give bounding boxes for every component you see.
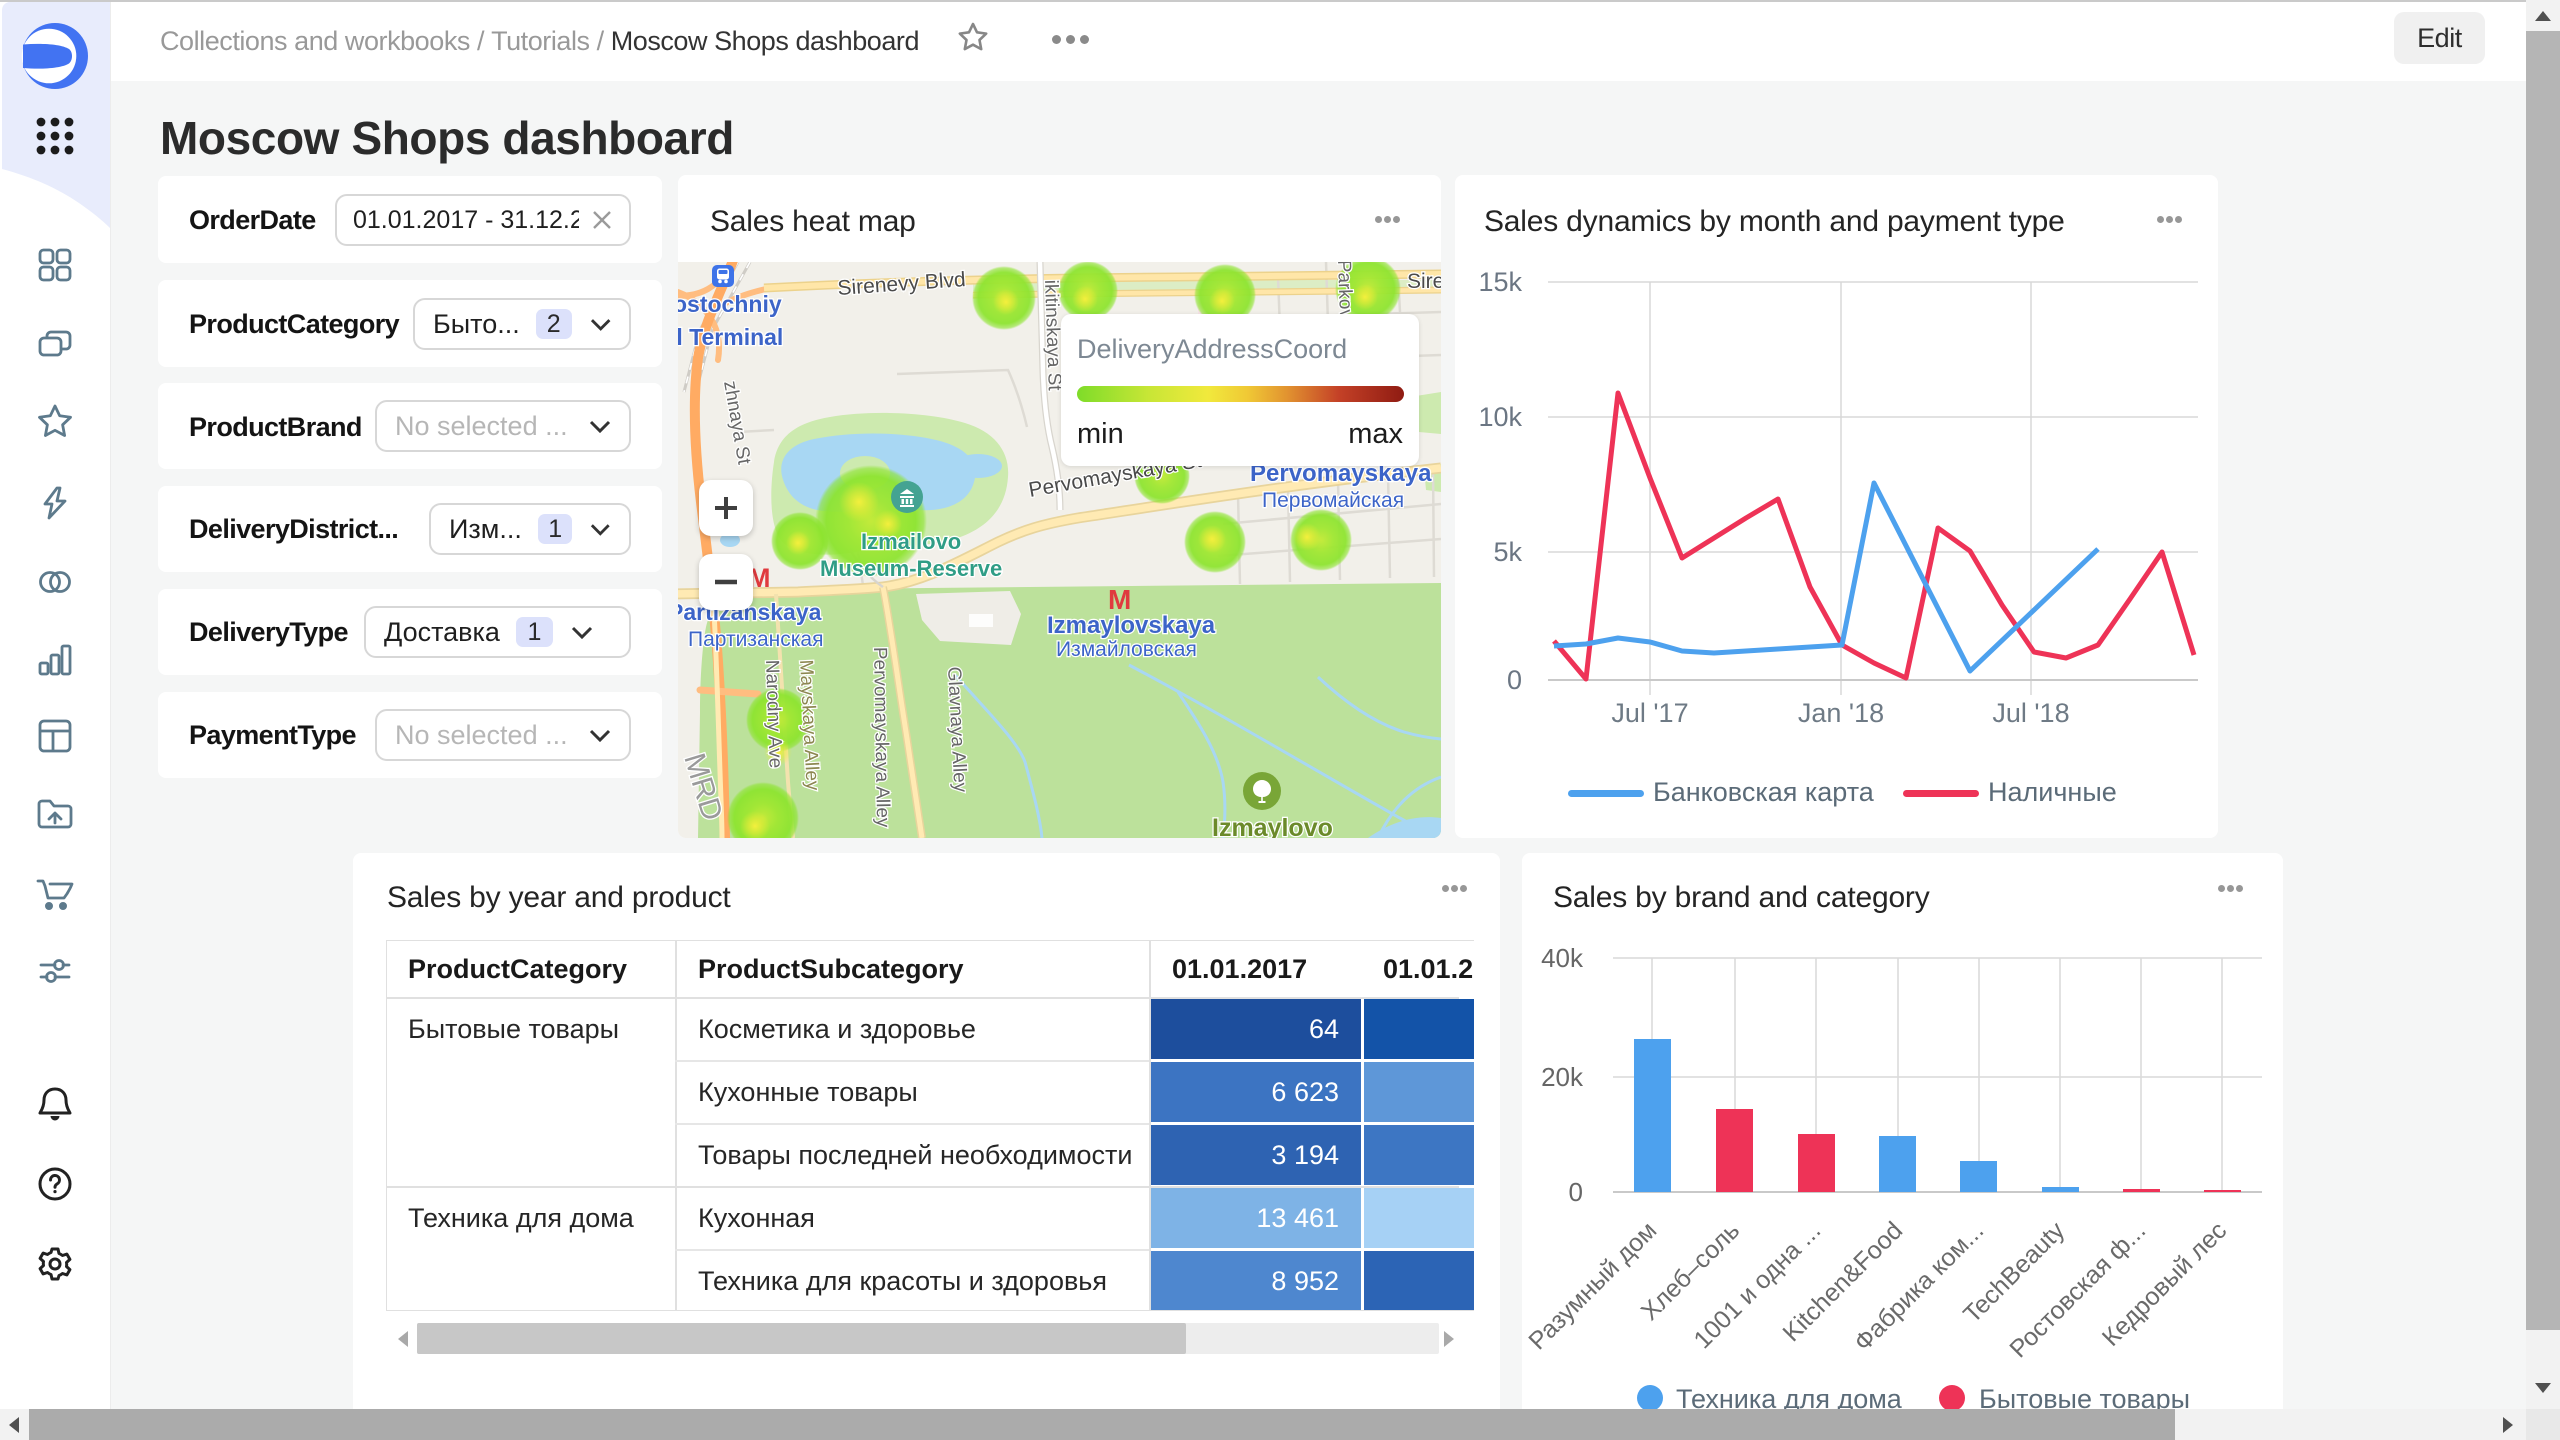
svg-text:20k: 20k <box>1541 1062 1584 1092</box>
svg-text:M: M <box>748 563 771 593</box>
svg-text:Museum-Reserve: Museum-Reserve <box>820 556 1002 581</box>
svg-text:Банковская карта: Банковская карта <box>1653 777 1875 807</box>
svg-text:Pervomayskaya Alley: Pervomayskaya Alley <box>869 647 893 828</box>
svg-text:Jul '17: Jul '17 <box>1611 698 1688 728</box>
svg-text:Izmailovo: Izmailovo <box>861 529 961 554</box>
svg-text:Наличные: Наличные <box>1988 777 2117 807</box>
svg-text:10k: 10k <box>1478 402 1522 432</box>
svg-text:Izmaylovskaya: Izmaylovskaya <box>1047 612 1216 639</box>
svg-text:Izmaylovo: Izmaylovo <box>1212 814 1333 838</box>
svg-text:Партизанская: Партизанская <box>688 628 823 651</box>
svg-text:15k: 15k <box>1478 267 1522 297</box>
svg-text:Измайловская: Измайловская <box>1056 638 1197 661</box>
svg-text:Ростовская ф...: Ростовская ф... <box>2004 1216 2151 1363</box>
svg-text:0: 0 <box>1569 1177 1583 1207</box>
svg-text:ostochniy: ostochniy <box>678 291 782 317</box>
svg-text:ikitinskaya St: ikitinskaya St <box>1040 279 1065 391</box>
svg-text:Jul '18: Jul '18 <box>1992 698 2069 728</box>
svg-text:0: 0 <box>1507 665 1522 695</box>
svg-text:Sirenev: Sirenev <box>1407 270 1441 293</box>
svg-text:Jan '18: Jan '18 <box>1798 698 1884 728</box>
svg-text:Разумный дом: Разумный дом <box>1523 1216 1662 1355</box>
svg-text:Narodny Ave: Narodny Ave <box>761 659 786 768</box>
svg-text:M: M <box>1108 584 1131 615</box>
svg-text:5k: 5k <box>1493 537 1522 567</box>
svg-text:il Terminal: il Terminal <box>678 324 783 350</box>
svg-text:40k: 40k <box>1541 943 1584 973</box>
svg-text:Первомайская: Первомайская <box>1262 489 1404 512</box>
